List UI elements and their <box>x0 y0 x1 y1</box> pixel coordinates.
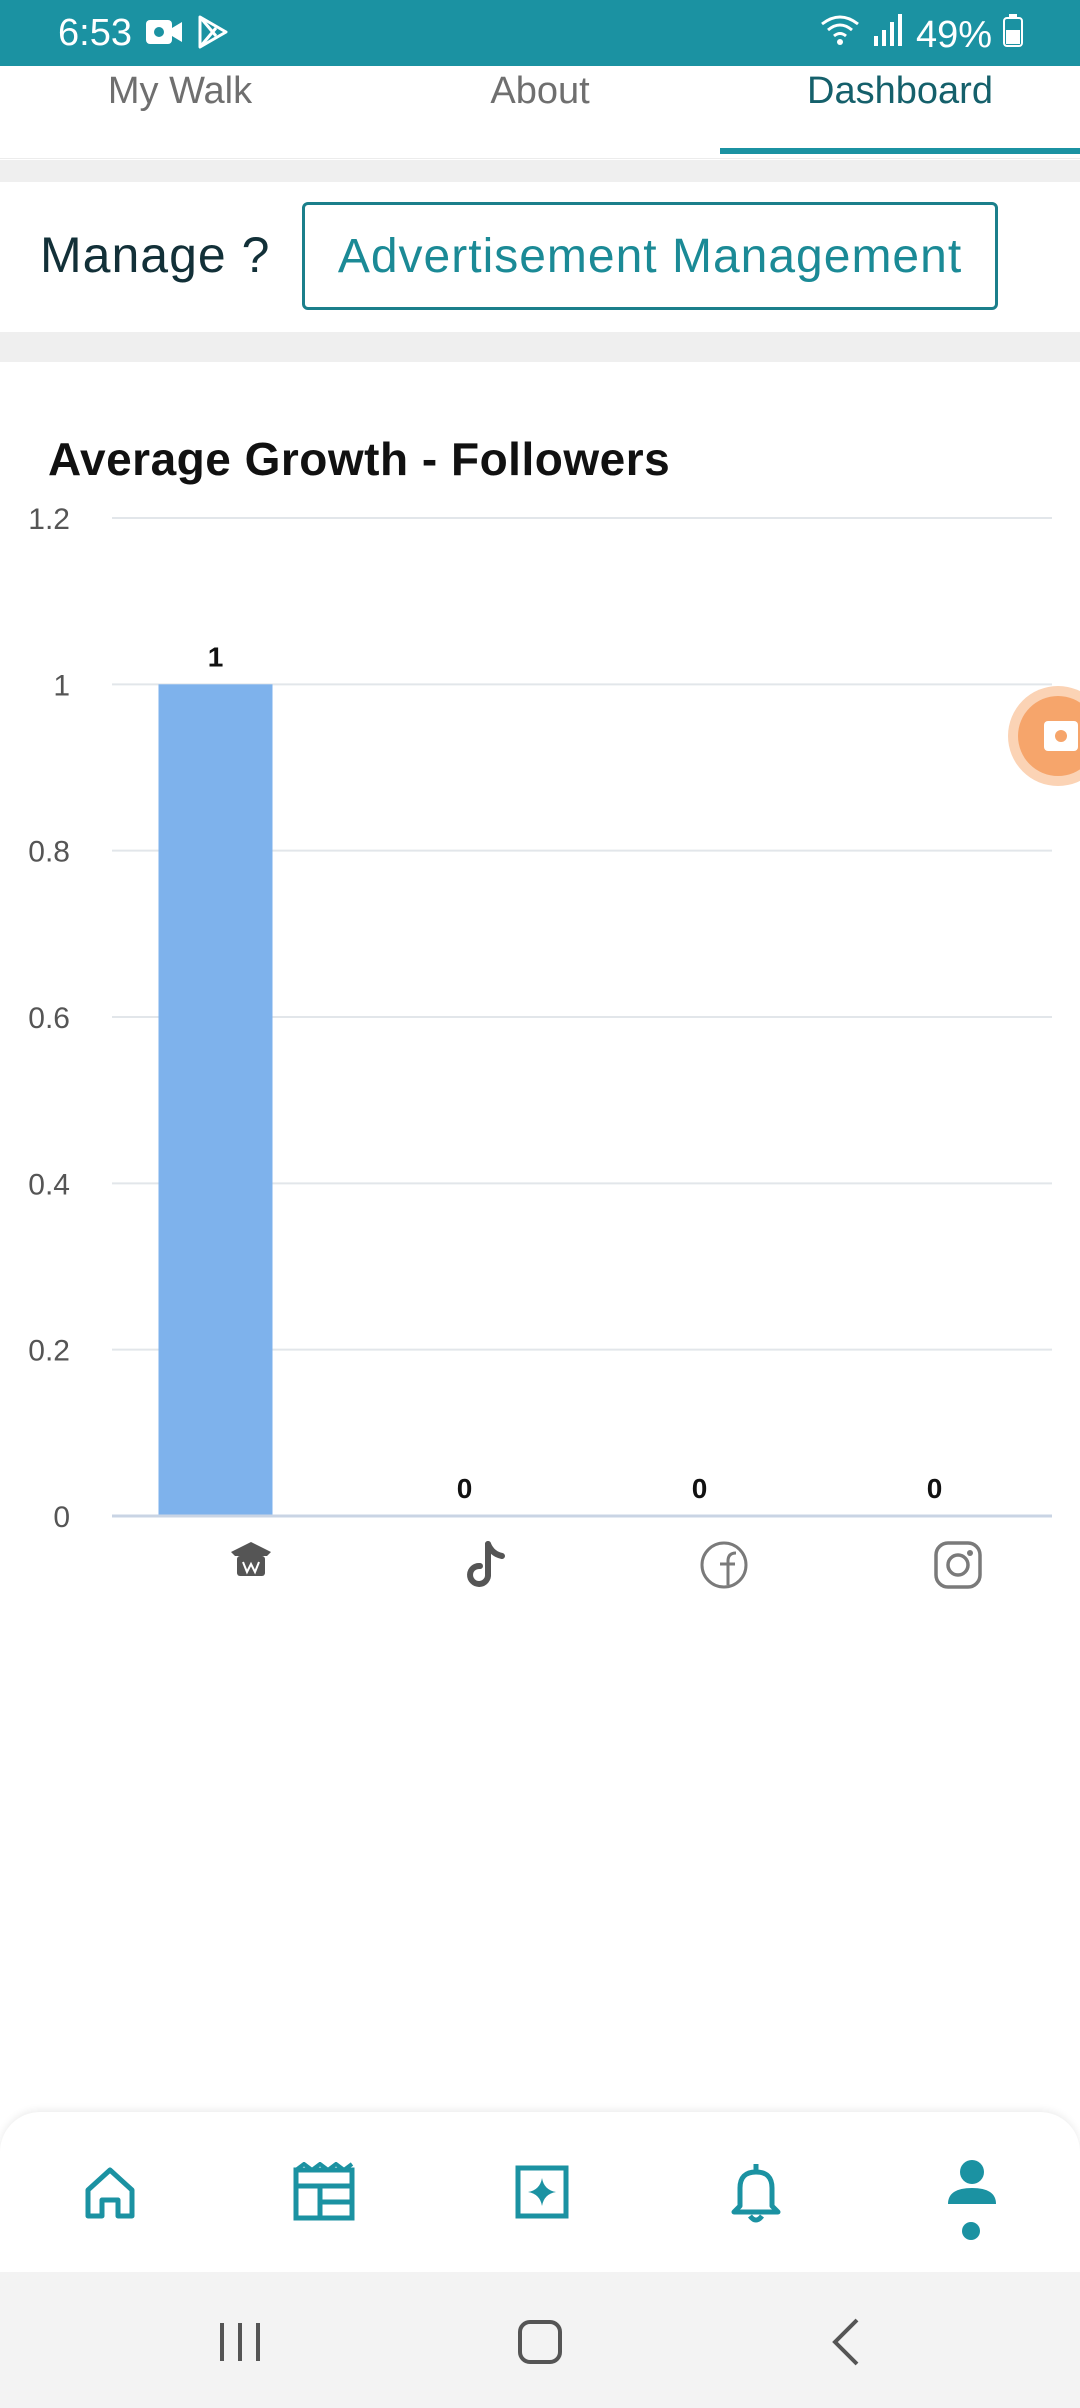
back-chevron-icon <box>832 2318 859 2366</box>
battery-text: 49% <box>915 13 992 56</box>
manage-label: Manage ? <box>40 227 271 283</box>
data-label: 0 <box>692 1473 708 1504</box>
y-tick-label: 0.8 <box>28 836 70 869</box>
system-navigation-bar <box>0 2272 1080 2408</box>
section-divider <box>0 160 1080 182</box>
floating-camera-button[interactable] <box>1008 686 1080 786</box>
status-bar: 6:53 49% <box>0 0 1080 66</box>
home-icon <box>85 2167 135 2219</box>
app-logo-icon <box>231 1542 271 1576</box>
data-label: 0 <box>457 1473 473 1504</box>
nav-profile-button[interactable] <box>932 2146 1012 2226</box>
signal-icon <box>872 12 906 58</box>
home-system-button[interactable] <box>500 2312 580 2372</box>
battery-icon <box>1002 12 1024 58</box>
tiktok-icon <box>467 1541 505 1587</box>
play-store-icon <box>194 14 230 55</box>
wifi-icon <box>818 12 862 58</box>
manage-row: Manage ? Advertisement Management <box>0 182 1080 332</box>
y-tick-label: 0.4 <box>28 1168 70 1201</box>
instagram-icon <box>934 1541 982 1589</box>
tab-my-walk[interactable]: My Walk <box>107 70 253 112</box>
video-camera-icon <box>144 14 184 55</box>
sparkle-icon <box>515 2165 569 2219</box>
profile-icon <box>948 2160 996 2204</box>
y-tick-label: 0.6 <box>28 1002 70 1035</box>
y-tick-label: 0 <box>53 1501 70 1534</box>
facebook-icon <box>700 1541 748 1589</box>
nav-home-button[interactable] <box>70 2152 150 2232</box>
recent-apps-icon <box>220 2323 260 2361</box>
home-square-icon <box>518 2320 562 2364</box>
bottom-navigation <box>0 2112 1080 2272</box>
nav-notifications-button[interactable] <box>716 2152 796 2232</box>
advertisement-management-button[interactable]: Advertisement Management <box>302 202 998 310</box>
tab-dashboard[interactable]: Dashboard <box>807 70 993 112</box>
section-divider <box>0 332 1080 362</box>
followers-bar-chart: 0 0.2 0.4 0.6 0.8 1 1.2 1 0 0 0 <box>28 503 1052 1589</box>
y-tick-label: 1.2 <box>28 503 70 536</box>
nav-sparkle-button[interactable] <box>502 2152 582 2232</box>
nav-feed-button[interactable] <box>284 2152 364 2232</box>
status-time: 6:53 <box>58 12 132 54</box>
data-label: 1 <box>208 641 224 672</box>
bar-app[interactable] <box>158 684 273 1516</box>
recent-apps-button[interactable] <box>200 2312 280 2372</box>
chart-title: Average Growth - Followers <box>48 433 671 485</box>
y-tick-label: 1 <box>53 669 70 702</box>
feed-icon <box>293 2162 355 2221</box>
active-tab-indicator <box>720 148 1080 154</box>
camera-icon <box>1044 721 1078 751</box>
active-nav-dot <box>962 2222 980 2240</box>
bell-icon <box>731 2164 781 2223</box>
tab-bar: My Walk About Dashboard <box>0 66 1080 159</box>
y-tick-label: 0.2 <box>28 1335 70 1368</box>
back-button[interactable] <box>806 2312 886 2372</box>
data-label: 0 <box>927 1473 943 1504</box>
tab-about[interactable]: About <box>490 70 590 112</box>
